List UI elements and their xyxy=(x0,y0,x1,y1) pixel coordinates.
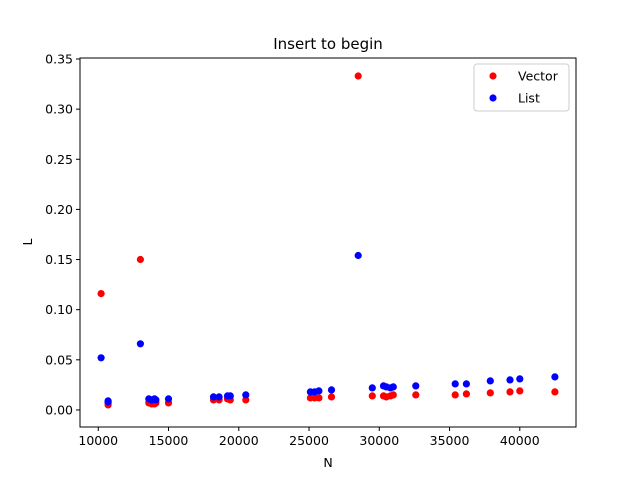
y-tick-label: 0.15 xyxy=(45,252,73,267)
list-point-18 xyxy=(354,251,362,260)
legend: Vector List xyxy=(473,63,570,112)
points-layer xyxy=(97,72,559,409)
list-point-8 xyxy=(164,395,173,403)
vector-point-30 xyxy=(551,388,559,396)
vector-point-16 xyxy=(315,394,323,402)
list-point-17 xyxy=(327,386,336,394)
x-axis-label: N xyxy=(323,455,332,470)
vector-point-17 xyxy=(327,393,336,401)
y-tick-label: 0.35 xyxy=(45,52,73,67)
vector-point-25 xyxy=(451,391,459,399)
x-tick-label: 35000 xyxy=(430,433,470,448)
list-point-7 xyxy=(152,396,160,404)
list-point-24 xyxy=(412,382,420,390)
vector-point-24 xyxy=(412,391,420,399)
vector-point-29 xyxy=(516,387,524,395)
list-point-27 xyxy=(486,377,494,385)
list-point-2 xyxy=(104,397,112,405)
vector-point-0 xyxy=(97,290,105,298)
x-tick-label: 40000 xyxy=(500,433,540,448)
list-point-12 xyxy=(226,392,234,400)
list-point-16 xyxy=(315,387,323,395)
list-point-29 xyxy=(516,375,524,383)
vector-point-28 xyxy=(506,388,514,396)
vector-point-13 xyxy=(242,396,250,404)
legend-box xyxy=(473,63,570,112)
vector-point-27 xyxy=(486,389,494,397)
vector-point-19 xyxy=(368,392,376,400)
list-point-3 xyxy=(136,340,144,348)
x-tick-label: 15000 xyxy=(149,433,189,448)
list-point-30 xyxy=(551,373,559,381)
x-axis: 10000 15000 20000 25000 30000 35000 40000 xyxy=(78,427,540,448)
y-axis: 0.00 0.05 0.10 0.15 0.20 0.25 0.30 0.35 xyxy=(45,52,80,417)
vector-point-23 xyxy=(389,391,397,399)
list-point-25 xyxy=(451,380,459,388)
list-point-28 xyxy=(506,376,514,384)
legend-marker-list xyxy=(489,94,497,102)
vector-point-3 xyxy=(136,255,144,264)
list-point-0 xyxy=(97,354,105,362)
plot-frame xyxy=(79,57,577,428)
x-tick-label: 10000 xyxy=(78,433,118,448)
y-tick-label: 0.10 xyxy=(45,302,73,317)
legend-label-vector: Vector xyxy=(518,69,559,84)
y-tick-label: 0.05 xyxy=(45,352,73,367)
x-tick-label: 20000 xyxy=(219,433,259,448)
list-point-19 xyxy=(368,384,376,392)
y-tick-label: 0.20 xyxy=(45,202,73,217)
list-point-23 xyxy=(389,383,397,391)
x-tick-label: 30000 xyxy=(359,433,399,448)
y-tick-label: 0.30 xyxy=(45,102,73,117)
list-point-13 xyxy=(242,391,250,399)
vector-point-18 xyxy=(354,72,362,80)
list-point-9 xyxy=(209,393,218,401)
y-tick-label: 0.00 xyxy=(45,402,73,417)
chart-title: Insert to begin xyxy=(273,35,383,53)
y-axis-label: L xyxy=(20,238,35,245)
vector-point-26 xyxy=(462,390,470,398)
legend-marker-vector xyxy=(489,72,497,80)
y-tick-label: 0.25 xyxy=(45,152,73,167)
list-point-10 xyxy=(215,393,223,401)
x-tick-label: 25000 xyxy=(289,433,329,448)
list-point-26 xyxy=(462,380,470,388)
legend-label-list: List xyxy=(518,91,540,106)
